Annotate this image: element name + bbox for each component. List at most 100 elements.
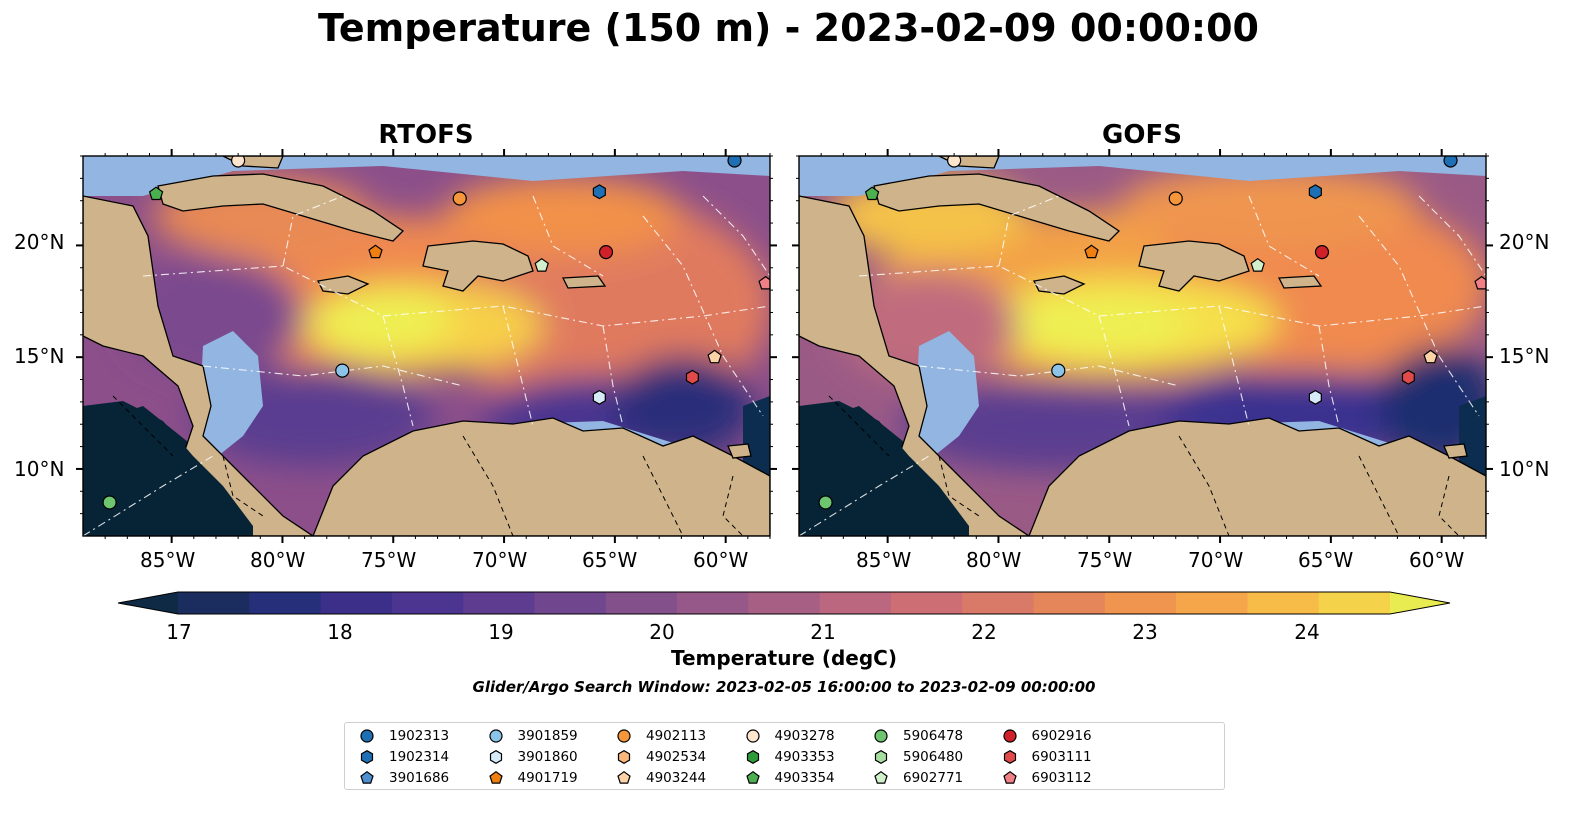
figure-title: Temperature (150 m) - 2023-02-09 00:00:0… bbox=[317, 6, 1259, 50]
colorbar-segment bbox=[534, 592, 607, 614]
float-marker-4902113 bbox=[1168, 191, 1183, 206]
legend-marker-hexagon bbox=[1003, 750, 1016, 764]
colorbar-segment bbox=[1033, 592, 1106, 614]
legend-label: 4903354 bbox=[774, 770, 835, 786]
float-legend: 1902313 1902314 3901686 3901859 3901860 49017… bbox=[344, 722, 1225, 790]
float-marker-6902916 bbox=[598, 245, 614, 260]
lat-tick-label: 20°N bbox=[14, 230, 65, 254]
float-marker-4903244 bbox=[707, 349, 722, 364]
colorbar-outline bbox=[117, 591, 1451, 615]
float-marker-4901719 bbox=[1084, 244, 1099, 259]
colorbar-tick-label: 22 bbox=[971, 620, 997, 644]
legend-label: 5906480 bbox=[903, 749, 964, 765]
legend-marker-pentagon bbox=[617, 770, 631, 784]
legend-marker-hexagon bbox=[489, 750, 502, 764]
colorbar-segment bbox=[178, 592, 250, 614]
land-puerto-rico bbox=[561, 275, 607, 289]
float-marker-1902314 bbox=[1308, 184, 1322, 200]
colorbar-segment bbox=[391, 592, 464, 614]
legend-label: 5906478 bbox=[903, 728, 964, 744]
legend-label: 6902771 bbox=[903, 770, 964, 786]
float-marker-1902313 bbox=[727, 156, 742, 168]
land-hispaniola bbox=[1138, 240, 1250, 292]
colorbar-extend-high bbox=[1390, 592, 1450, 614]
lon-tick-label: 65°W bbox=[1298, 548, 1354, 572]
colorbar-segment bbox=[249, 592, 322, 614]
legend-marker-hexagon bbox=[746, 750, 759, 764]
colorbar-tick-label: 23 bbox=[1132, 620, 1158, 644]
land-borders bbox=[112, 395, 744, 536]
legend-marker-hexagon bbox=[360, 750, 374, 764]
colorbar bbox=[117, 591, 1451, 615]
land-trinidad bbox=[1443, 443, 1468, 459]
temperature-field bbox=[829, 166, 1486, 471]
legend-label: 6902916 bbox=[1031, 728, 1092, 744]
float-marker-6902771 bbox=[1250, 257, 1265, 272]
lon-tick-label: 75°W bbox=[361, 548, 417, 572]
float-marker-3901860 bbox=[1308, 389, 1322, 405]
panel-title-rtofs: RTOFS bbox=[378, 120, 474, 150]
colorbar-segment bbox=[463, 592, 536, 614]
float-marker-1902313 bbox=[1443, 156, 1458, 168]
map-ticks bbox=[792, 149, 1493, 543]
legend-label: 1902314 bbox=[389, 749, 450, 765]
lon-tick-label: 80°W bbox=[250, 548, 306, 572]
float-marker-4901719 bbox=[368, 244, 383, 259]
colorbar-segment bbox=[320, 592, 393, 614]
legend-marker-circle bbox=[488, 729, 503, 743]
float-marker-4903278 bbox=[947, 156, 962, 168]
float-marker-5906478 bbox=[102, 495, 117, 510]
lat-tick-label: 10°N bbox=[14, 457, 65, 481]
colorbar-segment bbox=[605, 592, 678, 614]
float-marker-1902314 bbox=[592, 184, 606, 200]
lon-tick-label: 65°W bbox=[582, 548, 638, 572]
legend-label: 6903111 bbox=[1031, 749, 1092, 765]
lon-tick-label: 85°W bbox=[140, 548, 196, 572]
colorbar-segment bbox=[1104, 592, 1177, 614]
colorbar-segment bbox=[890, 592, 963, 614]
land-cuba bbox=[157, 173, 405, 242]
float-marker-4903354 bbox=[864, 186, 880, 201]
legend-label: 4903353 bbox=[774, 749, 835, 765]
legend-marker-circle bbox=[874, 729, 888, 743]
legend-label: 4902113 bbox=[646, 728, 707, 744]
lon-tick-label: 75°W bbox=[1077, 548, 1133, 572]
float-marker-6903111 bbox=[685, 369, 699, 385]
lat-tick-label: 20°N bbox=[1499, 230, 1550, 254]
colorbar-segment bbox=[1247, 592, 1320, 614]
float-marker-6902771 bbox=[534, 257, 549, 272]
legend-label: 4901719 bbox=[517, 770, 578, 786]
land-pacific-coast-clear bbox=[799, 401, 969, 536]
legend-marker-circle bbox=[360, 729, 374, 743]
colorbar-segment bbox=[962, 592, 1035, 614]
colorbar-segment bbox=[819, 592, 892, 614]
colorbar-tick-label: 19 bbox=[488, 620, 514, 644]
map-ticks bbox=[76, 149, 777, 543]
legend-label: 1902313 bbox=[389, 728, 450, 744]
colorbar-tick-label: 21 bbox=[810, 620, 836, 644]
land-trinidad bbox=[727, 443, 752, 459]
float-marker-6902916 bbox=[1314, 245, 1330, 260]
lon-tick-label: 60°W bbox=[1409, 548, 1465, 572]
colorbar-segment bbox=[677, 592, 749, 614]
legend-marker-circle bbox=[745, 729, 760, 743]
map-frame bbox=[798, 155, 1487, 537]
land-hispaniola bbox=[422, 240, 534, 292]
legend-marker-pentagon bbox=[488, 770, 503, 784]
deep-atlantic bbox=[1459, 396, 1486, 486]
land-south-america bbox=[1028, 417, 1486, 536]
float-markers bbox=[102, 156, 770, 510]
colorbar-segment bbox=[1318, 592, 1391, 614]
map-frame bbox=[82, 155, 771, 537]
float-marker-6903111 bbox=[1401, 369, 1415, 385]
legend-label: 3901686 bbox=[389, 770, 450, 786]
float-markers bbox=[818, 156, 1486, 510]
land-cuba bbox=[873, 173, 1121, 242]
shelf bbox=[193, 331, 263, 456]
legend-marker-hexagon bbox=[874, 750, 888, 764]
float-marker-4903278 bbox=[231, 156, 246, 168]
colorbar-label: Temperature (degC) bbox=[671, 646, 897, 670]
panel-title-gofs: GOFS bbox=[1102, 120, 1182, 150]
legend-label: 4902534 bbox=[646, 749, 707, 765]
colorbar-tick-label: 20 bbox=[649, 620, 675, 644]
